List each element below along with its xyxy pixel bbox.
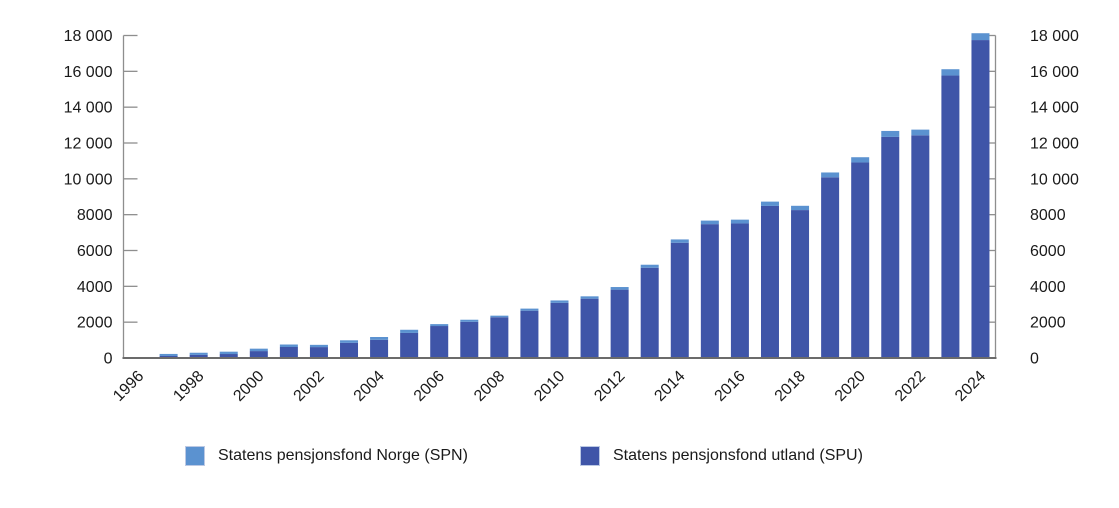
x-tick-label-2020: 2020 (832, 368, 869, 405)
bar-2002-spu (309, 347, 328, 358)
bar-2002-spn (309, 344, 328, 348)
bar-2012-spn (610, 287, 629, 290)
bar-2014-spu (670, 242, 689, 358)
bar-2020-spu (851, 162, 870, 358)
bar-2016-spu (730, 223, 749, 358)
bar-2007-spn (460, 319, 479, 322)
bar-2020-spn (851, 157, 870, 163)
y-tick-label-left-10000: 10 000 (64, 171, 113, 188)
bar-1997-spn (159, 353, 178, 356)
bar-2022-spn (911, 129, 930, 136)
bar-2022-spu (911, 135, 930, 358)
bar-2023-spu (941, 75, 960, 358)
bar-2021-spn (881, 130, 900, 137)
x-tick-label-1998: 1998 (170, 368, 207, 405)
bar-2004-spu (370, 339, 389, 358)
bar-1998-spn (189, 352, 208, 355)
stacked-bar-chart: 0 0 2000 2000 4000 4000 6000 6000 8000 8000 10 000… (64, 28, 1079, 405)
bar-2024-spu (971, 40, 990, 358)
bar-2008-spn (490, 315, 509, 318)
x-tick-label-2014: 2014 (651, 368, 688, 405)
bar-1998-spu (189, 354, 208, 358)
bar-2009-spu (520, 310, 539, 358)
legend-label-spn: Statens pensjonsfond Norge (SPN) (218, 447, 468, 464)
bar-2006-spu (430, 326, 449, 358)
bar-2008-spu (490, 317, 509, 358)
bar-2009-spn (520, 308, 539, 311)
y-tick-label-right-18000: 18 000 (1030, 28, 1079, 45)
bar-2013-spu (640, 267, 659, 358)
x-tick-label-2018: 2018 (772, 368, 809, 405)
legend-label-spu: Statens pensjonsfond utland (SPU) (613, 447, 863, 464)
bar-2021-spu (881, 136, 900, 358)
x-tick-label-2002: 2002 (291, 368, 328, 405)
bar-2018-spu (791, 210, 810, 358)
bar-2017-spn (760, 201, 779, 206)
y-tick-label-left-18000: 18 000 (64, 28, 113, 45)
bar-2005-spu (400, 332, 419, 358)
x-tick-label-2008: 2008 (471, 368, 508, 405)
bar-2005-spn (400, 329, 419, 333)
y-tick-label-left-12000: 12 000 (64, 136, 113, 153)
bar-2001-spn (279, 344, 298, 347)
bar-2015-spu (700, 224, 719, 358)
x-tick-label-1996: 1996 (110, 368, 147, 405)
y-tick-label-right-4000: 4000 (1030, 279, 1066, 296)
bar-1999-spu (219, 354, 238, 358)
bar-2011-spn (580, 296, 599, 299)
bar-2012-spu (610, 289, 629, 358)
x-tick-label-2012: 2012 (591, 368, 628, 405)
bar-2007-spu (460, 321, 479, 358)
bar-1999-spn (219, 351, 238, 355)
bar-2019-spn (821, 172, 840, 178)
legend-swatch-spu-icon (580, 446, 600, 466)
bar-2016-spn (730, 219, 749, 224)
y-tick-label-right-8000: 8000 (1030, 207, 1066, 224)
bar-2003-spu (340, 342, 359, 358)
bar-2003-spn (340, 340, 359, 343)
x-tick-label-2006: 2006 (411, 368, 448, 405)
bar-2010-spn (550, 300, 569, 303)
legend-item-spu: Statens pensjonsfond utland (SPU) (580, 446, 863, 466)
bar-2017-spu (760, 205, 779, 358)
x-tick-label-2010: 2010 (531, 368, 568, 405)
x-tick-label-2016: 2016 (712, 368, 749, 405)
y-tick-label-right-10000: 10 000 (1030, 171, 1079, 188)
bar-2019-spu (821, 177, 840, 358)
y-tick-label-right-16000: 16 000 (1030, 64, 1079, 81)
bar-2011-spu (580, 298, 599, 358)
y-tick-label-left-6000: 6000 (77, 243, 113, 260)
bar-2015-spn (700, 220, 719, 225)
bar-2018-spn (791, 205, 810, 211)
y-tick-label-right-0: 0 (1030, 351, 1039, 368)
bar-2023-spn (941, 69, 960, 76)
x-tick-label-2004: 2004 (351, 368, 388, 405)
bar-2001-spu (279, 346, 298, 358)
x-tick-label-2000: 2000 (230, 368, 267, 405)
y-tick-label-left-4000: 4000 (77, 279, 113, 296)
x-tick-label-2022: 2022 (892, 368, 929, 405)
y-tick-label-right-6000: 6000 (1030, 243, 1066, 260)
y-tick-label-right-14000: 14 000 (1030, 100, 1079, 117)
bar-2014-spn (670, 239, 689, 243)
legend-swatch-spn-icon (185, 446, 205, 466)
y-tick-label-left-2000: 2000 (77, 315, 113, 332)
y-tick-label-left-8000: 8000 (77, 207, 113, 224)
y-tick-label-right-12000: 12 000 (1030, 136, 1079, 153)
x-tick-label-2024: 2024 (952, 368, 989, 405)
legend-item-spn: Statens pensjonsfond Norge (SPN) (185, 446, 468, 466)
y-tick-label-left-14000: 14 000 (64, 100, 113, 117)
bar-2006-spn (430, 324, 449, 327)
bar-1997-spu (159, 355, 178, 358)
bar-2024-spn (971, 33, 990, 41)
bar-2004-spn (370, 337, 389, 340)
bar-2010-spu (550, 302, 569, 358)
y-tick-label-left-0: 0 (104, 351, 113, 368)
bar-2000-spn (249, 348, 268, 352)
bar-2013-spn (640, 264, 659, 268)
y-tick-label-right-2000: 2000 (1030, 315, 1066, 332)
y-tick-label-left-16000: 16 000 (64, 64, 113, 81)
bar-2000-spu (249, 351, 268, 358)
